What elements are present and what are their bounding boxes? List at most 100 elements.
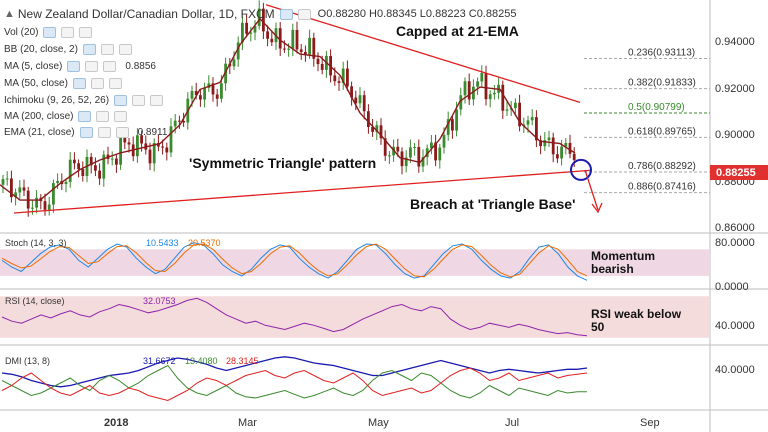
- breach-circle: [570, 158, 592, 181]
- indicator-row[interactable]: MA (200, close): [4, 111, 136, 122]
- eye-icon[interactable]: [82, 44, 96, 55]
- indicator-value: 0.8856: [125, 61, 156, 72]
- candle-body: [14, 192, 17, 198]
- candle-body: [333, 75, 337, 82]
- candle-body: [249, 32, 253, 34]
- candle-body: [371, 126, 374, 132]
- candle-body: [455, 109, 458, 131]
- candle-body: [535, 117, 538, 141]
- candle-body: [81, 169, 85, 176]
- indicator-label: MA (200, close): [4, 111, 74, 122]
- indicator-label: BB (20, close, 2): [4, 44, 78, 55]
- stoch-title: Stoch (14, 3, 3): [5, 238, 67, 248]
- settings-icon[interactable]: [90, 78, 104, 89]
- eye-icon[interactable]: [78, 111, 92, 122]
- price-tick-label: 0.92000: [715, 83, 755, 95]
- candle-body: [442, 134, 446, 148]
- time-tick-label: Mar: [238, 417, 257, 429]
- candle-body: [312, 37, 316, 59]
- candle-body: [94, 165, 97, 171]
- close-icon[interactable]: [150, 95, 164, 106]
- candle-body: [320, 64, 324, 70]
- indicator-row[interactable]: Ichimoku (9, 26, 52, 26): [4, 95, 172, 106]
- candle-body: [245, 22, 248, 34]
- candle-body: [438, 147, 442, 161]
- candle-body: [484, 73, 488, 100]
- dmi-plus-line: [1, 364, 587, 399]
- eye-icon[interactable]: [114, 95, 128, 106]
- candle-body: [308, 37, 311, 55]
- indicator-row[interactable]: MA (50, close): [4, 78, 131, 89]
- close-icon[interactable]: [79, 27, 93, 38]
- settings-icon[interactable]: [61, 27, 75, 38]
- rsi-annotation-line2: 50: [591, 320, 605, 334]
- candle-body: [526, 120, 530, 125]
- candle-body: [388, 155, 391, 157]
- annotation-symmetric-triangle: 'Symmetric Triangle' pattern: [189, 155, 376, 171]
- rsi-annotation-line1: RSI weak below: [591, 307, 682, 321]
- stoch-annotation-line1: Momentum: [591, 249, 655, 263]
- candle-body: [194, 90, 198, 96]
- eye-icon[interactable]: [279, 8, 293, 20]
- candle-body: [203, 87, 206, 100]
- eye-icon[interactable]: [43, 27, 57, 38]
- price-tick-label: 0.90000: [715, 129, 755, 141]
- settings-icon[interactable]: [297, 8, 311, 20]
- candle-body: [115, 158, 118, 165]
- candle-body: [346, 68, 349, 87]
- candle-body: [178, 120, 181, 122]
- dmi-title: DMI (13, 8): [5, 356, 50, 366]
- breach-arrow: [584, 169, 603, 214]
- candle-body: [367, 111, 370, 127]
- indicator-row[interactable]: MA (5, close) 0.8856: [4, 61, 156, 72]
- arrow-shaft: [584, 169, 599, 211]
- indicator-row[interactable]: EMA (21, close) 0.8911: [4, 127, 167, 138]
- settings-icon[interactable]: [85, 61, 99, 72]
- close-icon[interactable]: [115, 127, 129, 138]
- candle-body: [136, 135, 139, 157]
- settings-icon[interactable]: [96, 111, 110, 122]
- candle-body: [152, 143, 156, 164]
- indicator-row[interactable]: BB (20, close, 2): [4, 44, 141, 55]
- close-icon[interactable]: [108, 78, 122, 89]
- settings-icon[interactable]: [100, 44, 114, 55]
- candle-body: [572, 153, 576, 160]
- candle-body: [266, 31, 269, 39]
- close-icon[interactable]: [118, 44, 132, 55]
- candle-body: [220, 83, 223, 99]
- indicator-row[interactable]: Vol (20): [4, 27, 101, 38]
- candle-body: [241, 22, 244, 43]
- candle-body: [547, 137, 551, 141]
- fib-level-label: 0.886(0.87416): [628, 182, 696, 193]
- candle-body: [73, 159, 76, 164]
- settings-icon[interactable]: [132, 95, 146, 106]
- eye-icon[interactable]: [79, 127, 93, 138]
- candle-body: [253, 26, 257, 33]
- candle-body: [375, 125, 379, 132]
- candle-body: [518, 102, 521, 127]
- candle-body: [383, 138, 387, 156]
- stoch-band: [0, 249, 710, 276]
- indicator-label: Vol (20): [4, 27, 39, 38]
- price-axis: 0.94000 0.92000 0.90000 0.88000 0.86000: [715, 36, 755, 234]
- eye-icon[interactable]: [72, 78, 86, 89]
- collapse-icon[interactable]: ▲: [4, 8, 15, 20]
- candle-body: [35, 197, 38, 208]
- candle-body: [472, 86, 475, 100]
- candle-body: [551, 137, 555, 155]
- candle-body: [476, 81, 479, 87]
- settings-icon[interactable]: [97, 127, 111, 138]
- eye-icon[interactable]: [67, 61, 81, 72]
- candle-body: [564, 143, 568, 147]
- price-tick-label: 0.94000: [715, 36, 755, 48]
- candle-body: [350, 86, 353, 98]
- candle-body: [127, 142, 131, 145]
- candle-body: [102, 154, 106, 179]
- close-icon[interactable]: [103, 61, 117, 72]
- rsi-title: RSI (14, close): [5, 296, 65, 306]
- candle-body: [1, 179, 5, 185]
- close-icon[interactable]: [114, 111, 128, 122]
- rsi-band: [0, 296, 710, 338]
- candle-body: [404, 157, 408, 167]
